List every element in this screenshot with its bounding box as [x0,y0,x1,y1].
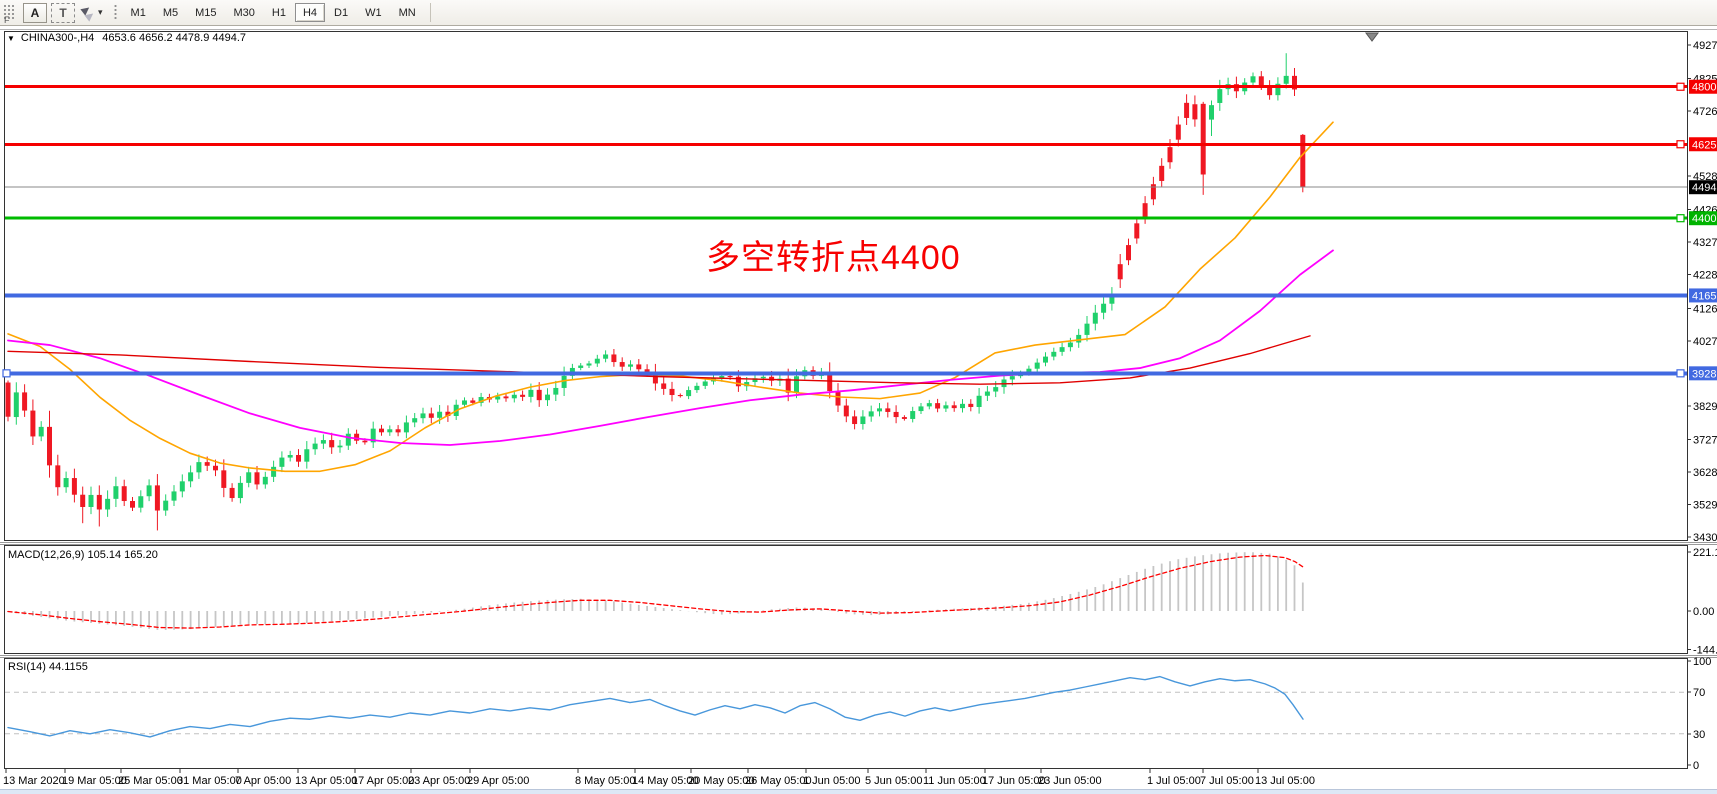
rsi-axis-label: 30 [1693,729,1705,741]
price-tick-label: 3430. [1693,532,1717,544]
timeframe-d1[interactable]: D1 [326,3,356,22]
macd-axis-zero: 0.00 [1693,606,1714,618]
moving-averages [7,121,1334,473]
macd-panel: 221.13 0.00 -144.85 [7,547,1717,657]
text-label-tool-button[interactable]: A [23,2,47,23]
time-axis-label: 17 Jun 05:00 [982,775,1046,787]
time-axis-label: 8 May 05:00 [575,775,636,787]
time-axis-label: 5 Jun 05:00 [865,775,923,787]
time-axis-label: 25 Mar 05:00 [118,775,183,787]
time-axis-label: 31 Mar 05:00 [177,775,242,787]
time-axis-label: 29 Apr 05:00 [467,775,529,787]
time-axis-label: 23 Apr 05:00 [408,775,470,787]
time-axis-label: 14 May 05:00 [632,775,699,787]
rsi-panel: 100 70 30 0 [5,656,1711,772]
timeframe-group: M1 M5 M15 M30 H1 H4 D1 W1 MN [123,3,424,22]
panel-frames [0,29,1717,769]
price-tick-label: 3529. [1693,499,1717,511]
time-axis-label: 1 Jul 05:00 [1147,775,1201,787]
toolbar-grip-label: F [4,15,10,25]
chart-shift-marker-icon[interactable] [1365,32,1379,42]
chart-annotation[interactable]: 多空转折点4400 [706,239,961,277]
price-badge-label: 4400. [1692,213,1717,225]
dropdown-caret-icon: ▾ [98,7,103,17]
rsi-axis-label: 100 [1693,656,1711,668]
timeframe-m15[interactable]: M15 [187,3,224,22]
price-tick-label: 4327. [1693,237,1717,249]
price-badge-4165: 4165. [1689,288,1717,303]
time-axis-label: 23 Jun 05:00 [1038,775,1102,787]
time-axis-label: 26 May 05:00 [745,775,812,787]
price-badge-4494: 4494. [1689,180,1717,195]
status-bar [0,789,1717,794]
price-badge-3928: 3928. [1689,366,1717,381]
time-axis-label: 7 Jul 05:00 [1200,775,1254,787]
text-tool-button[interactable]: T [51,2,75,23]
price-tick-label: 4027. [1693,336,1717,348]
level-lines[interactable] [2,82,1687,378]
price-badge-4625: 4625. [1689,137,1717,152]
timeframe-mn[interactable]: MN [391,3,424,22]
chart-title: ▼ CHINA300-,H4 4653.6 4656.2 4478.9 4494… [7,32,246,44]
price-axis: 4927.4825.4726.4528.4426.4327.4228.4126.… [1687,40,1717,544]
time-axis-label: 13 Apr 05:00 [295,775,357,787]
ma-slow-red [7,335,1311,385]
price-tick-label: 3727. [1693,434,1717,446]
chart-ohlc-readout: 4653.6 4656.2 4478.9 4494.7 [102,32,247,44]
time-axis-label: 1 Jun 05:00 [803,775,861,787]
price-tick-label: 4528. [1693,171,1717,183]
price-badge-label: 4165. [1692,290,1717,302]
arrow-objects-button[interactable]: ▾ [79,3,106,23]
price-tick-label: 4726. [1693,106,1717,118]
time-axis-label: 13 Jul 05:00 [1255,775,1315,787]
timeframe-m1[interactable]: M1 [123,3,154,22]
price-badge-label: 3928. [1692,368,1717,380]
price-badge-label: 4625. [1692,139,1717,151]
arrow-objects-icon [80,3,96,22]
timeframe-h4[interactable]: H4 [294,3,326,22]
price-tick-label: 4927. [1693,40,1717,52]
time-axis-label: 13 Mar 2020 [3,775,65,787]
toolbar-separator-grip [113,4,117,21]
symbol-dropdown-icon[interactable]: ▼ [7,33,15,43]
timeframe-m30[interactable]: M30 [226,3,263,22]
price-tick-label: 3628. [1693,467,1717,479]
price-badge-4800: 4800. [1689,79,1717,94]
toolbar: F A T ▾ M1 M5 M15 M30 H1 H4 D1 W1 MN [0,0,1717,26]
ma-medium-magenta [7,249,1334,446]
macd-axis-min: -144.85 [1693,645,1717,657]
price-tick-label: 4228. [1693,270,1717,282]
price-tick-label: 4126. [1693,303,1717,315]
timeframe-w1[interactable]: W1 [357,3,390,22]
time-axis-label: 19 Mar 05:00 [62,775,127,787]
rsi-axis-label: 70 [1693,687,1705,699]
price-badge-4400: 4400. [1689,211,1717,226]
timeframe-m5[interactable]: M5 [155,3,186,22]
rsi-label: RSI(14) 44.1155 [8,661,88,673]
timeframe-h1[interactable]: H1 [264,3,294,22]
toolbar-separator [429,3,431,22]
price-tick-label: 3829. [1693,401,1717,413]
chart-symbol: CHINA300-,H4 [20,32,95,44]
rsi-axis-label: 0 [1693,760,1699,772]
time-axis-label: 7 Apr 05:00 [235,775,291,787]
price-badge-label: 4494. [1692,182,1717,194]
time-axis-label: 11 Jun 05:00 [923,775,986,787]
time-axis-label: 17 Apr 05:00 [352,775,414,787]
price-badge-label: 4800. [1692,82,1717,94]
macd-axis-max: 221.13 [1693,547,1717,559]
toolbar-grip-icon[interactable]: F [3,4,16,25]
time-axis-label: 20 May 05:00 [688,775,755,787]
macd-label: MACD(12,26,9) 105.14 165.20 [8,549,158,561]
